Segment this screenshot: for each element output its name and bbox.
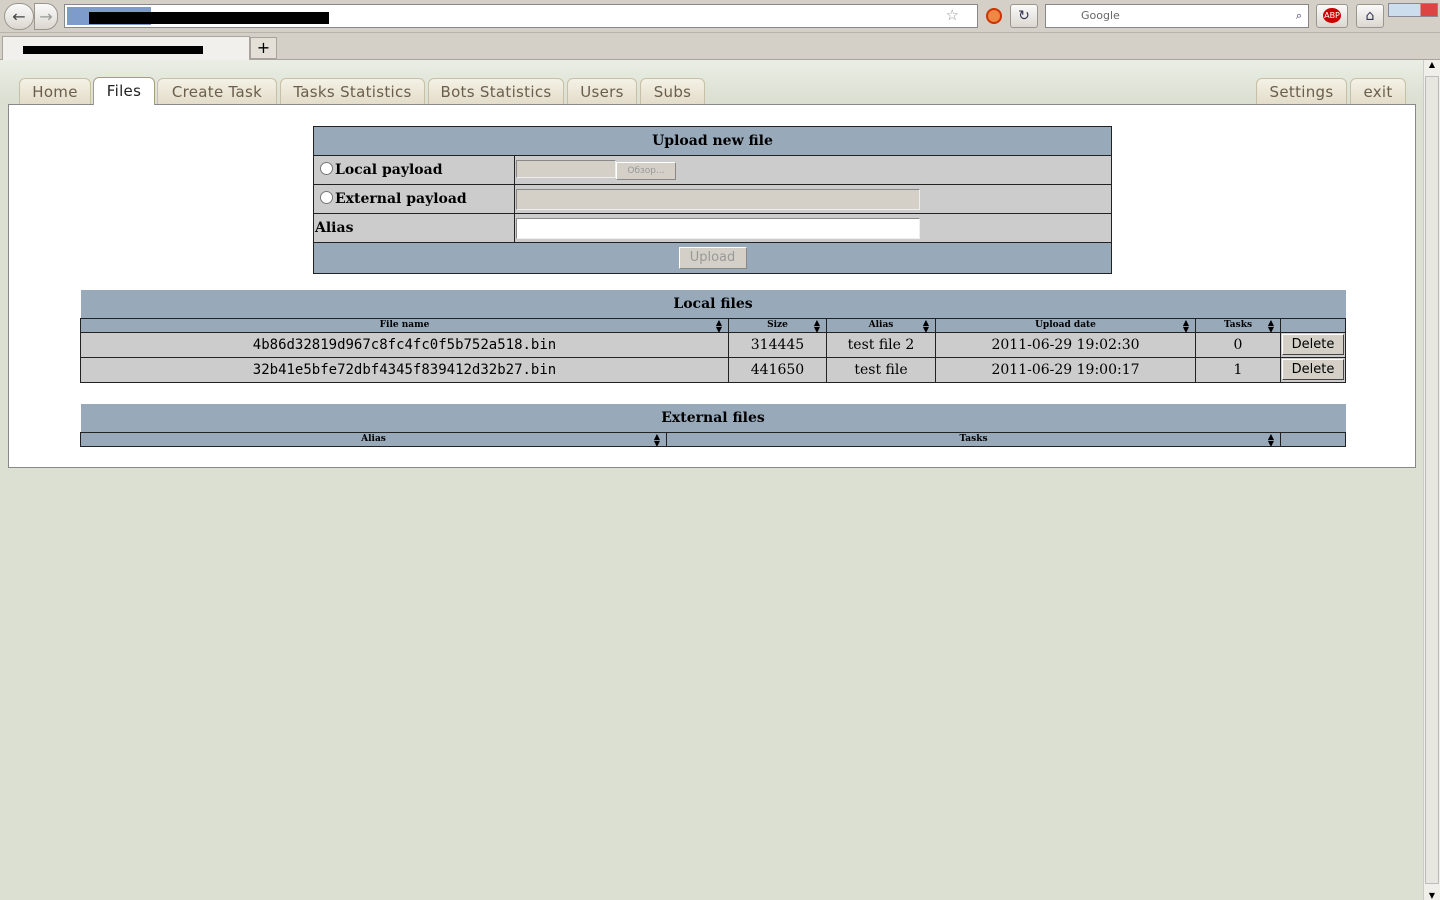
browser-tabbar: + <box>0 33 1440 60</box>
forward-button[interactable]: → <box>34 3 58 30</box>
file-name: 32b41e5bfe72dbf4345f839412d32b27.bin <box>80 356 729 383</box>
external-payload-label: External payload <box>335 191 467 207</box>
sort-icon: ▲ ▼ <box>1267 430 1274 448</box>
alias-label: Alias <box>313 213 515 243</box>
col-tasks[interactable]: Tasks ▲ ▼ <box>1195 316 1281 334</box>
local-payload-radio[interactable] <box>320 162 333 175</box>
home-button[interactable]: ⌂ <box>1356 4 1384 28</box>
browser-toolbar: ← → ☆ ↻ Google ⌕ ABP ⌂ <box>0 0 1440 33</box>
tab-users[interactable]: Users <box>567 78 637 105</box>
local-payload-label: Local payload <box>335 162 443 178</box>
table-row: 4b86d32819d967c8fc4fc0f5b752a518.bin 314… <box>80 331 1346 358</box>
file-alias: test file 2 <box>826 331 936 358</box>
file-tasks: 0 <box>1195 331 1281 358</box>
upload-button[interactable]: Upload <box>678 247 747 269</box>
delete-button[interactable]: Delete <box>1282 334 1344 355</box>
url-bar[interactable]: ☆ <box>64 4 978 28</box>
browse-button[interactable]: Обзор... <box>616 162 676 180</box>
sort-icon: ▲ ▼ <box>922 316 929 334</box>
alias-input[interactable] <box>516 217 920 239</box>
search-icon[interactable]: ⌕ <box>1295 9 1302 22</box>
file-name: 4b86d32819d967c8fc4fc0f5b752a518.bin <box>80 331 729 358</box>
delete-button[interactable]: Delete <box>1282 359 1344 380</box>
tab-files[interactable]: Files <box>93 77 155 105</box>
col-alias[interactable]: Alias ▲ ▼ <box>826 316 936 334</box>
scrollbar[interactable]: ▲ ▼ <box>1423 60 1440 900</box>
file-upload-date: 2011-06-29 19:00:17 <box>935 356 1196 383</box>
scrollbar-thumb[interactable] <box>1425 76 1439 884</box>
external-url-input[interactable] <box>516 188 920 210</box>
scroll-down-icon[interactable]: ▼ <box>1428 891 1436 900</box>
window-controls[interactable] <box>1388 3 1438 17</box>
col-actions <box>1280 317 1346 333</box>
scroll-up-icon[interactable]: ▲ <box>1428 60 1436 69</box>
file-upload-date: 2011-06-29 19:02:30 <box>935 331 1196 358</box>
col-actions <box>1280 431 1346 447</box>
tab-exit[interactable]: exit <box>1350 78 1406 105</box>
local-files-table: Local files File name ▲ ▼ Size ▲ ▼ Alias ▲ ▼ U… <box>80 290 1346 383</box>
table-row: 32b41e5bfe72dbf4345f839412d32b27.bin 441… <box>80 356 1346 383</box>
external-files-table: External files Alias ▲ ▼ Tasks ▲ ▼ <box>80 404 1346 447</box>
sort-icon: ▲ ▼ <box>1182 316 1189 334</box>
sort-icon: ▲ ▼ <box>715 316 722 334</box>
reload-button[interactable]: ↻ <box>1010 4 1038 28</box>
content-panel: Upload new file Local payload Обзор... E… <box>8 104 1416 468</box>
tab-home[interactable]: Home <box>19 78 91 105</box>
upload-form: Upload new file Local payload Обзор... E… <box>313 126 1112 274</box>
file-alias: test file <box>826 356 936 383</box>
browser-tab[interactable] <box>2 36 250 60</box>
external-payload-radio[interactable] <box>320 191 333 204</box>
col-size[interactable]: Size ▲ ▼ <box>728 316 827 334</box>
new-tab-button[interactable]: + <box>250 37 277 59</box>
tab-bots-statistics[interactable]: Bots Statistics <box>428 78 564 105</box>
col-file-name[interactable]: File name ▲ ▼ <box>80 316 729 334</box>
col-alias[interactable]: Alias ▲ ▼ <box>80 430 667 448</box>
external-files-title: External files <box>80 404 1346 432</box>
tab-settings[interactable]: Settings <box>1256 78 1347 105</box>
bookmark-star-icon[interactable]: ☆ <box>945 6 959 24</box>
page: Home Files Create Task Tasks Statistics … <box>0 60 1423 900</box>
file-size: 441650 <box>728 356 827 383</box>
col-upload-date[interactable]: Upload date ▲ ▼ <box>935 316 1196 334</box>
file-size: 314445 <box>728 331 827 358</box>
back-button[interactable]: ← <box>4 3 34 30</box>
upload-title: Upload new file <box>313 126 1112 156</box>
file-tasks: 1 <box>1195 356 1281 383</box>
adblock-button[interactable]: ABP <box>1316 4 1348 28</box>
sort-icon: ▲ ▼ <box>1267 316 1274 334</box>
search-input[interactable]: Google ⌕ <box>1045 4 1309 28</box>
file-path-input[interactable] <box>516 160 616 178</box>
sort-icon: ▲ ▼ <box>813 316 820 334</box>
col-tasks[interactable]: Tasks ▲ ▼ <box>666 430 1281 448</box>
tab-subs[interactable]: Subs <box>640 78 705 105</box>
sort-icon: ▲ ▼ <box>653 430 660 448</box>
redacted-url <box>89 12 329 24</box>
local-files-title: Local files <box>80 290 1346 318</box>
tab-create-task[interactable]: Create Task <box>157 78 277 105</box>
blocked-icon[interactable] <box>986 8 1002 24</box>
tab-tasks-statistics[interactable]: Tasks Statistics <box>280 78 425 105</box>
